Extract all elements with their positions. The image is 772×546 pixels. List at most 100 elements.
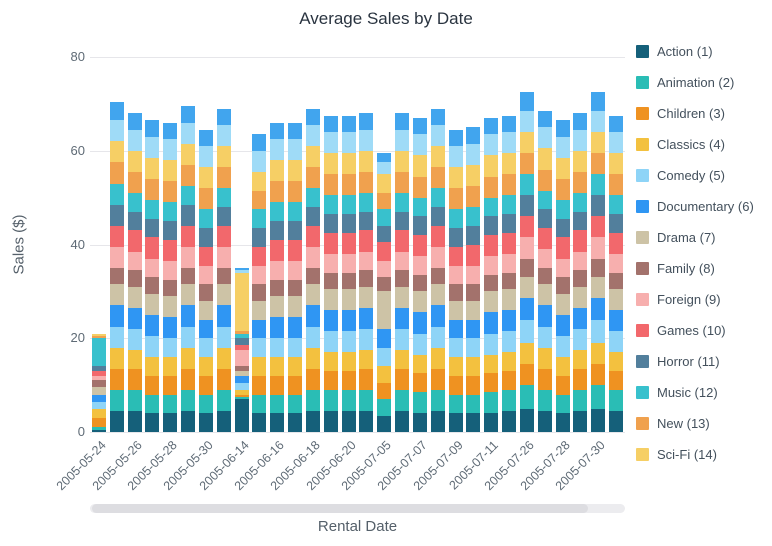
bar-segment[interactable] — [591, 342, 606, 365]
bar-segment[interactable] — [484, 235, 499, 257]
bar-segment[interactable] — [341, 272, 356, 290]
bar-segment[interactable] — [555, 218, 570, 238]
bar-segment[interactable] — [537, 326, 552, 348]
bar-segment[interactable] — [305, 108, 320, 125]
bar-segment[interactable] — [609, 331, 624, 353]
bar-segment[interactable] — [181, 305, 196, 327]
bar-segment[interactable] — [252, 246, 267, 266]
bar-segment[interactable] — [395, 192, 410, 212]
bar-segment[interactable] — [270, 202, 285, 222]
bar-segment[interactable] — [555, 120, 570, 137]
bar-segment[interactable] — [395, 389, 410, 411]
bar-segment[interactable] — [234, 270, 249, 273]
bar-segment[interactable] — [484, 134, 499, 156]
bar[interactable] — [430, 108, 445, 432]
bar-segment[interactable] — [484, 413, 499, 432]
bar[interactable] — [519, 92, 534, 432]
bar-segment[interactable] — [412, 392, 427, 414]
bar-segment[interactable] — [234, 338, 249, 346]
bar-segment[interactable] — [127, 328, 142, 350]
bar-segment[interactable] — [145, 314, 160, 336]
bar-segment[interactable] — [145, 237, 160, 259]
bar-segment[interactable] — [430, 108, 445, 125]
bar-segment[interactable] — [591, 364, 606, 386]
bar-segment[interactable] — [573, 286, 588, 308]
bar-segment[interactable] — [395, 251, 410, 271]
bar-segment[interactable] — [127, 410, 142, 432]
bar-segment[interactable] — [305, 225, 320, 247]
bar-segment[interactable] — [430, 207, 445, 226]
bar-segment[interactable] — [395, 410, 410, 432]
bar-segment[interactable] — [270, 394, 285, 414]
bar-segment[interactable] — [198, 129, 213, 147]
bar-segment[interactable] — [430, 146, 445, 168]
bar-segment[interactable] — [270, 375, 285, 395]
bar-segment[interactable] — [359, 251, 374, 271]
bar-segment[interactable] — [341, 195, 356, 215]
bar-segment[interactable] — [502, 331, 517, 353]
bar-segment[interactable] — [181, 225, 196, 247]
bar-segment[interactable] — [109, 410, 124, 432]
bar-segment[interactable] — [305, 124, 320, 147]
bar-segment[interactable] — [252, 338, 267, 357]
bar-segment[interactable] — [163, 260, 178, 280]
bar-segment[interactable] — [412, 176, 427, 198]
bar-segment[interactable] — [430, 347, 445, 369]
bar-segment[interactable] — [555, 335, 570, 357]
bar-segment[interactable] — [288, 221, 303, 240]
bar-segment[interactable] — [466, 284, 481, 301]
bar-segment[interactable] — [323, 410, 338, 432]
bar-segment[interactable] — [163, 160, 178, 182]
bar-segment[interactable] — [288, 139, 303, 161]
bar-segment[interactable] — [234, 333, 249, 339]
bar-segment[interactable] — [555, 394, 570, 414]
bar-segment[interactable] — [216, 246, 231, 268]
legend-item[interactable]: Documentary (6) — [636, 199, 772, 214]
bar-segment[interactable] — [270, 413, 285, 432]
bar-segment[interactable] — [537, 305, 552, 327]
bar-segment[interactable] — [609, 153, 624, 175]
bar-segment[interactable] — [323, 289, 338, 311]
bar-segment[interactable] — [198, 246, 213, 266]
bar-segment[interactable] — [484, 117, 499, 135]
bar-segment[interactable] — [448, 129, 463, 147]
bar-segment[interactable] — [448, 338, 463, 357]
bar[interactable] — [127, 113, 142, 432]
bar-segment[interactable] — [555, 258, 570, 278]
legend-item[interactable]: Family (8) — [636, 261, 772, 276]
bar-segment[interactable] — [395, 328, 410, 350]
bar-segment[interactable] — [234, 272, 249, 332]
bar-segment[interactable] — [448, 319, 463, 339]
bar[interactable] — [181, 106, 196, 432]
bar-segment[interactable] — [519, 216, 534, 238]
bar-segment[interactable] — [198, 375, 213, 395]
bar-segment[interactable] — [109, 204, 124, 226]
bar-segment[interactable] — [341, 174, 356, 196]
bar-segment[interactable] — [181, 143, 196, 165]
bar-segment[interactable] — [91, 380, 106, 388]
bar-segment[interactable] — [198, 300, 213, 320]
bar-segment[interactable] — [127, 270, 142, 287]
bar-segment[interactable] — [448, 394, 463, 414]
bar-segment[interactable] — [305, 410, 320, 432]
bar-segment[interactable] — [91, 429, 106, 432]
bar-segment[interactable] — [163, 338, 178, 357]
bar-segment[interactable] — [252, 413, 267, 432]
bar-segment[interactable] — [198, 146, 213, 168]
bar-segment[interactable] — [91, 335, 106, 339]
bar-segment[interactable] — [109, 284, 124, 306]
bar-segment[interactable] — [519, 385, 534, 409]
bar-segment[interactable] — [537, 228, 552, 250]
bar-segment[interactable] — [216, 389, 231, 411]
bar-segment[interactable] — [448, 300, 463, 320]
bar[interactable] — [466, 127, 481, 432]
bar[interactable] — [591, 92, 606, 432]
bar-segment[interactable] — [359, 113, 374, 130]
bar-segment[interactable] — [609, 389, 624, 411]
bar-segment[interactable] — [412, 155, 427, 177]
legend-item[interactable]: Sci-Fi (14) — [636, 447, 772, 462]
bar[interactable] — [573, 113, 588, 432]
bar-segment[interactable] — [448, 375, 463, 395]
bar-segment[interactable] — [181, 410, 196, 432]
bar-segment[interactable] — [537, 169, 552, 191]
